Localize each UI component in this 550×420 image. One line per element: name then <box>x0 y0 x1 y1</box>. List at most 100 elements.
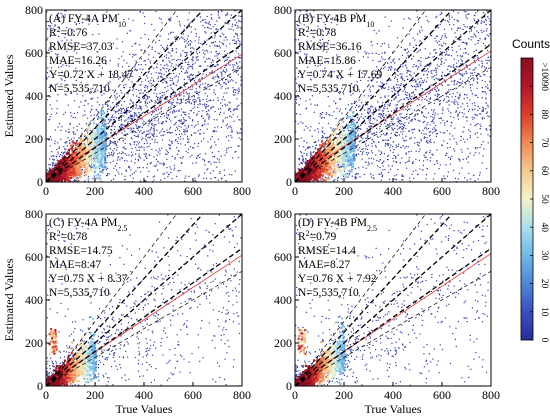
density-point <box>202 52 205 54</box>
density-point <box>183 41 186 43</box>
density-point <box>169 79 171 82</box>
density-point <box>100 91 103 93</box>
density-point <box>138 112 140 114</box>
density-point <box>138 146 140 148</box>
density-point <box>72 84 74 86</box>
density-point <box>141 81 143 83</box>
density-point <box>168 33 170 35</box>
density-point <box>84 71 86 73</box>
density-point <box>87 58 89 60</box>
density-point <box>117 105 119 107</box>
density-point <box>209 161 211 163</box>
density-point <box>99 168 101 170</box>
density-point <box>157 151 159 153</box>
density-point <box>113 143 115 145</box>
density-point <box>188 12 190 14</box>
density-point <box>432 120 434 122</box>
density-point <box>197 104 199 106</box>
density-point <box>91 139 94 142</box>
density-point <box>194 40 196 42</box>
density-point <box>140 146 142 149</box>
density-point <box>384 87 386 89</box>
density-point <box>87 176 90 178</box>
density-point <box>165 54 168 56</box>
density-point <box>64 111 66 113</box>
density-point <box>365 148 367 150</box>
density-point <box>232 39 234 41</box>
density-point <box>61 16 63 18</box>
density-point <box>93 140 96 143</box>
density-point <box>58 66 60 68</box>
density-point <box>129 175 131 177</box>
density-point <box>179 120 181 122</box>
density-point <box>146 75 148 77</box>
density-point <box>370 150 373 152</box>
density-point <box>81 158 84 161</box>
density-point <box>232 94 234 96</box>
density-point <box>78 137 80 139</box>
density-point <box>141 127 143 129</box>
density-point <box>204 82 206 84</box>
density-point <box>171 80 173 82</box>
density-point <box>298 145 300 147</box>
density-point <box>103 154 106 157</box>
density-point <box>458 96 460 98</box>
density-point <box>220 36 222 38</box>
density-point <box>188 94 190 96</box>
density-point <box>65 64 67 67</box>
density-point <box>67 148 70 152</box>
density-point <box>165 112 167 114</box>
density-point <box>182 33 185 35</box>
density-point <box>133 54 136 56</box>
density-point <box>195 101 197 103</box>
density-point <box>204 50 206 52</box>
density-point <box>99 170 102 173</box>
density-point <box>222 70 224 73</box>
density-point <box>223 82 225 84</box>
density-point <box>70 138 72 140</box>
density-point <box>49 26 51 28</box>
density-point <box>58 147 60 149</box>
density-point <box>218 82 220 84</box>
density-point <box>152 134 154 136</box>
density-point <box>61 79 63 81</box>
density-point <box>141 132 143 134</box>
density-point <box>182 111 184 113</box>
density-point <box>86 128 89 131</box>
density-point <box>200 140 203 142</box>
density-point <box>209 24 212 26</box>
density-point <box>142 12 144 14</box>
density-point <box>185 119 187 122</box>
density-point <box>159 35 161 37</box>
density-point <box>173 164 175 167</box>
density-point <box>136 127 138 129</box>
stat-line: RMSE=37.03 <box>49 41 113 53</box>
density-point <box>240 84 242 86</box>
density-point <box>210 107 212 109</box>
density-point <box>177 137 179 139</box>
density-point <box>359 127 361 130</box>
density-point <box>438 104 441 106</box>
density-point <box>111 125 113 127</box>
density-point <box>120 92 123 94</box>
density-point <box>138 117 140 119</box>
density-point <box>204 123 206 125</box>
density-point <box>134 65 136 67</box>
density-point <box>101 109 104 112</box>
density-point <box>49 86 51 88</box>
density-point <box>160 179 162 181</box>
density-point <box>109 141 111 143</box>
density-point <box>80 101 82 103</box>
density-point <box>410 71 412 73</box>
density-point <box>371 106 373 108</box>
density-point <box>147 120 149 122</box>
density-point <box>212 130 214 132</box>
density-point <box>109 81 111 83</box>
density-point <box>193 48 195 50</box>
density-point <box>173 169 175 171</box>
density-point <box>154 141 156 143</box>
density-point <box>100 127 103 130</box>
density-point <box>460 74 462 76</box>
density-point <box>217 12 219 14</box>
density-point <box>352 19 354 21</box>
